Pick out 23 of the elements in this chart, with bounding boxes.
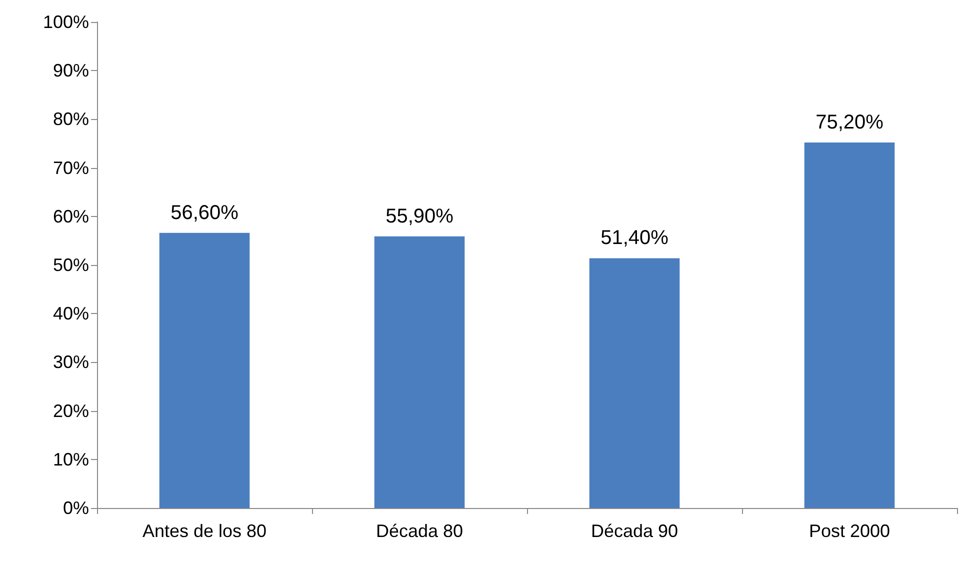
bar xyxy=(159,232,250,508)
data-label: 55,90% xyxy=(386,205,454,228)
y-tick-label: 0% xyxy=(62,498,89,518)
data-label: 56,60% xyxy=(170,202,239,224)
y-tick-label: 40% xyxy=(52,304,89,324)
x-tick-label: Post 2000 xyxy=(808,521,890,541)
y-tick-label: 60% xyxy=(52,206,89,226)
y-tick-label: 100% xyxy=(42,12,89,32)
data-label: 51,40% xyxy=(600,227,669,250)
bar xyxy=(804,142,895,508)
x-tick-label: Década 90 xyxy=(590,521,678,541)
bar xyxy=(589,258,680,508)
x-tick-label: Antes de los 80 xyxy=(142,521,267,541)
x-tick-label: Década 80 xyxy=(376,521,464,541)
y-tick-label: 90% xyxy=(52,60,89,81)
bar xyxy=(374,236,465,508)
y-tick-label: 80% xyxy=(52,109,89,130)
y-tick-label: 50% xyxy=(52,255,89,275)
y-tick-label: 10% xyxy=(52,449,89,470)
data-label: 75,20% xyxy=(816,112,884,134)
y-tick-label: 20% xyxy=(52,400,89,421)
y-tick-label: 30% xyxy=(52,352,89,372)
y-tick-label: 70% xyxy=(52,158,89,178)
